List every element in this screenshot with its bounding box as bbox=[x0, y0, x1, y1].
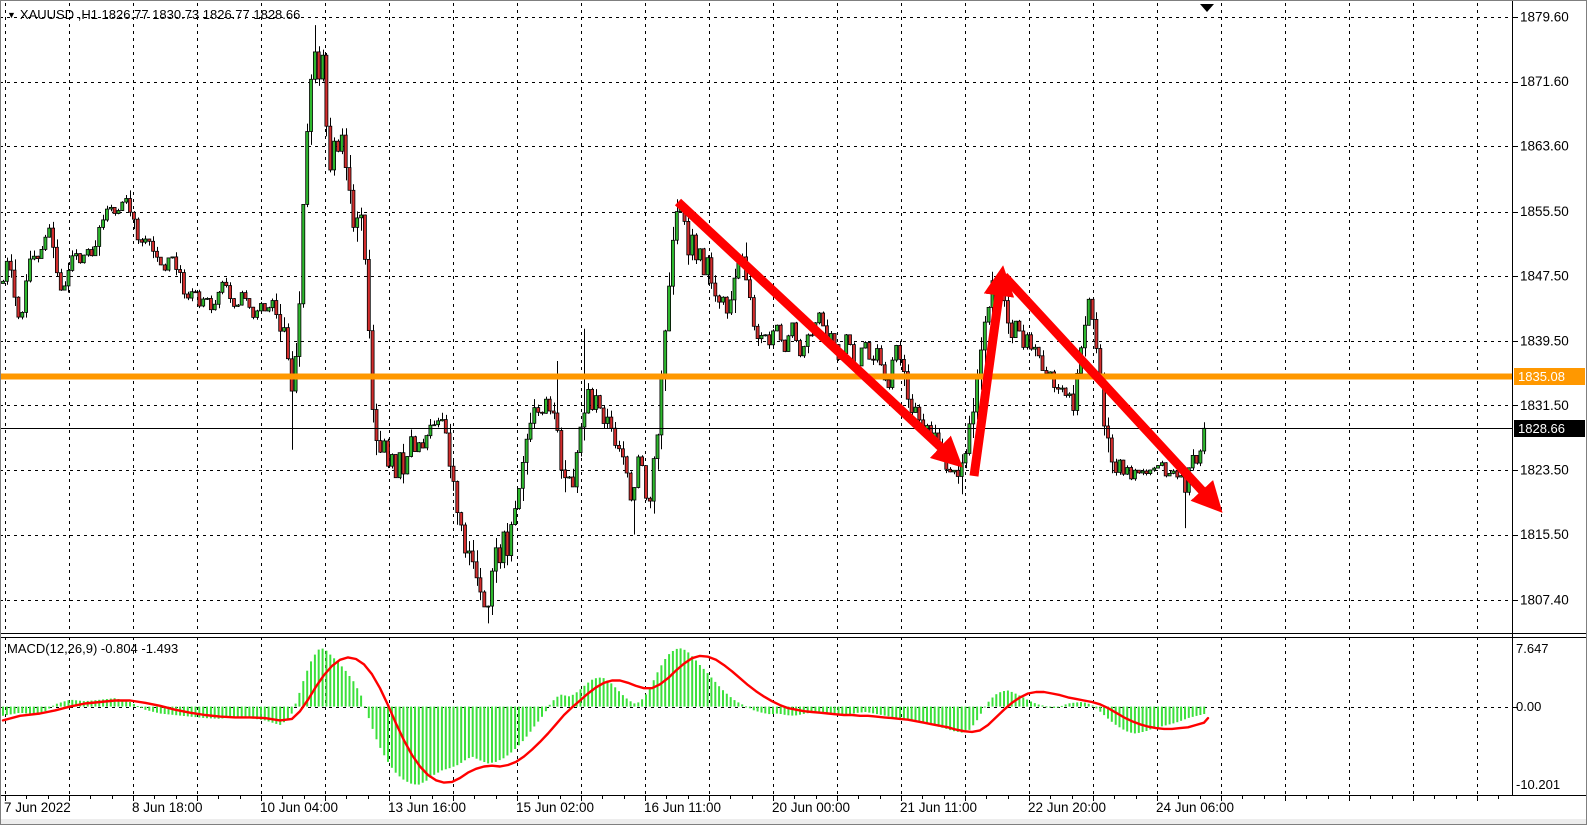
time-axis-label: 20 Jun 00:00 bbox=[772, 800, 850, 815]
orange-horizontal-line[interactable] bbox=[0, 373, 1512, 380]
last-bar-marker-icon[interactable] bbox=[1200, 4, 1214, 12]
macd-indicator-label: MACD(12,26,9) -0.804 -1.493 bbox=[7, 641, 179, 656]
price-axis-label: 1879.60 bbox=[1520, 10, 1569, 25]
macd-scale-min: -10.201 bbox=[1516, 777, 1561, 792]
trend-arrow[interactable] bbox=[1000, 272, 1223, 513]
price-axis-label: 1855.50 bbox=[1520, 204, 1569, 219]
time-axis-label: 21 Jun 11:00 bbox=[900, 800, 977, 815]
current-price-tag: 1828.66 bbox=[1514, 420, 1585, 437]
price-axis-label: 1839.50 bbox=[1520, 333, 1569, 348]
orange-level-price-tag: 1835.08 bbox=[1514, 368, 1585, 385]
macd-scale-zero: 0.00 bbox=[1516, 699, 1542, 714]
price-axis-label: 1815.50 bbox=[1520, 527, 1569, 542]
pane-borders bbox=[0, 0, 1587, 796]
trend-arrow[interactable] bbox=[674, 198, 963, 468]
price-axis-label: 1831.50 bbox=[1520, 398, 1569, 413]
time-axis-label: 13 Jun 16:00 bbox=[388, 800, 466, 815]
chart-title-text: XAUUSD ,H1 1826.77 1830.73 1826.77 1828.… bbox=[19, 7, 301, 22]
price-axis-label: 1863.60 bbox=[1520, 139, 1569, 154]
time-axis-label: 8 Jun 18:00 bbox=[132, 800, 203, 815]
candlestick-series bbox=[1, 25, 1207, 624]
macd-histogram bbox=[2, 648, 1206, 785]
grid-lines bbox=[0, 3, 1512, 795]
price-axis-label: 1847.50 bbox=[1520, 269, 1569, 284]
symbol-dropdown-icon[interactable]: ▼ bbox=[7, 10, 16, 20]
price-axis-label: 1823.50 bbox=[1520, 463, 1569, 478]
macd-scale-max: 7.647 bbox=[1516, 641, 1549, 656]
time-axis-label: 22 Jun 20:00 bbox=[1028, 800, 1106, 815]
time-axis-label: 7 Jun 2022 bbox=[4, 800, 71, 815]
chart-title: ▼ XAUUSD ,H1 1826.77 1830.73 1826.77 1828… bbox=[7, 7, 300, 23]
time-axis-label: 24 Jun 06:00 bbox=[1156, 800, 1234, 815]
price-axis-label: 1807.40 bbox=[1520, 593, 1569, 608]
price-axis-label: 1871.60 bbox=[1520, 74, 1569, 89]
axis-ticks bbox=[5, 17, 1518, 801]
window-bottom-strip bbox=[0, 819, 1587, 825]
macd-signal-line bbox=[1, 654, 1210, 784]
trend-arrow[interactable] bbox=[969, 265, 1015, 477]
time-axis-label: 10 Jun 04:00 bbox=[260, 800, 338, 815]
time-axis-label: 15 Jun 02:00 bbox=[516, 800, 594, 815]
time-axis-label: 16 Jun 11:00 bbox=[644, 800, 721, 815]
